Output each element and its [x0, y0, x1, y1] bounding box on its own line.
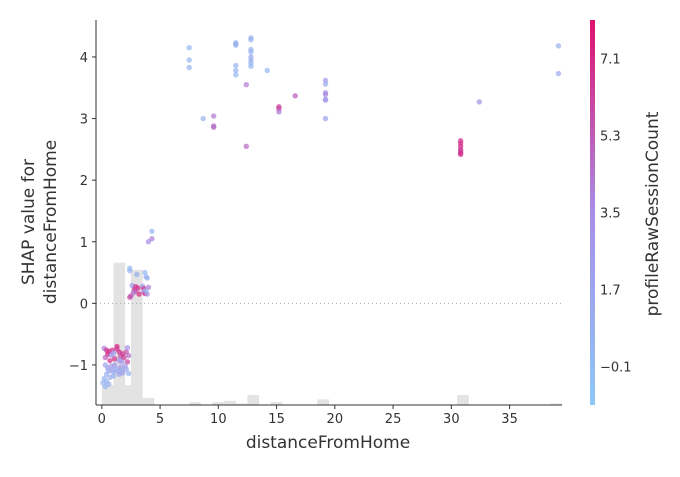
data-point: [276, 109, 282, 115]
histogram-bar: [235, 403, 248, 405]
data-point: [142, 269, 148, 276]
data-point: [186, 45, 192, 51]
data-point: [110, 350, 117, 356]
data-point: [125, 353, 132, 359]
histogram-bar: [113, 262, 126, 405]
data-point: [210, 113, 217, 119]
data-point: [322, 97, 329, 103]
data-point: [125, 370, 132, 377]
data-point: [186, 64, 192, 71]
data-point: [264, 67, 270, 74]
colorbar-tick-label: 5.3: [600, 130, 621, 145]
data-point: [136, 291, 142, 297]
data-point: [210, 123, 217, 129]
colorbar-ticks: −0.1 1.7 3.5 5.3 7.1: [600, 53, 632, 376]
colorbar-tick-label: 7.1: [600, 53, 621, 68]
x-tick-label: 25: [385, 412, 402, 427]
points-layer: [100, 35, 562, 390]
data-point: [111, 356, 118, 362]
x-tick-label: 0: [98, 412, 106, 427]
axes-layer: 0 5 10 15 20 25 30 35 −1 0 1 2 3 4: [69, 20, 562, 427]
data-point: [102, 354, 109, 361]
histogram-bar: [212, 402, 225, 405]
data-point: [322, 81, 329, 87]
y-axis-label-line-1: SHAP value for: [19, 159, 39, 285]
data-point: [555, 43, 562, 49]
y-tick-label: 0: [80, 297, 88, 312]
data-point: [200, 115, 206, 122]
data-point: [120, 370, 126, 376]
data-point: [127, 294, 133, 300]
data-point: [248, 63, 254, 69]
y-tick-label: 1: [80, 236, 88, 251]
y-tick-label: 3: [80, 113, 88, 128]
histogram-bar: [457, 395, 469, 405]
data-point: [149, 235, 155, 242]
y-axis-label-line-2: distanceFromHome: [41, 140, 61, 304]
data-point: [243, 81, 249, 88]
colorbar-label: profileRawSessionCount: [643, 111, 663, 316]
data-point: [233, 41, 239, 47]
data-point: [124, 345, 131, 351]
x-tick-label: 35: [501, 412, 518, 427]
colorbar-tick-label: 1.7: [600, 284, 621, 299]
data-point: [143, 274, 149, 280]
x-tick-label: 20: [327, 412, 344, 427]
histogram-layer: [101, 262, 562, 405]
data-point: [248, 37, 254, 43]
y-tick-label: 4: [80, 51, 88, 66]
x-tick-label: 10: [210, 412, 227, 427]
data-point: [145, 239, 152, 245]
histogram-bar: [247, 395, 260, 405]
colorbar-tick-label: −0.1: [600, 361, 632, 376]
data-point: [127, 268, 133, 274]
data-point: [233, 67, 239, 74]
y-tick-label: −1: [69, 359, 88, 374]
x-axis-label: distanceFromHome: [246, 433, 410, 453]
data-point: [149, 228, 155, 234]
data-point: [107, 357, 113, 364]
x-tick-label: 5: [156, 412, 164, 427]
data-point: [322, 77, 329, 84]
data-point: [103, 371, 110, 377]
data-point: [322, 91, 329, 98]
histogram-bar: [189, 402, 201, 405]
histogram-bar: [550, 403, 562, 405]
data-point: [118, 359, 125, 365]
data-point: [233, 72, 239, 78]
histogram-bar: [317, 399, 329, 405]
x-tick-label: 30: [443, 412, 460, 427]
x-tick-label: 15: [268, 412, 285, 427]
data-point: [248, 49, 254, 55]
data-point: [134, 271, 140, 278]
data-point: [186, 57, 192, 63]
data-point: [476, 99, 482, 105]
data-point: [121, 354, 127, 361]
histogram-bar: [130, 269, 143, 405]
data-point: [243, 143, 249, 149]
data-point: [124, 359, 131, 365]
data-point: [123, 366, 129, 372]
data-point: [143, 288, 149, 294]
histogram-bar: [270, 402, 283, 405]
data-point: [322, 115, 329, 122]
data-point: [555, 70, 562, 77]
data-point: [100, 380, 106, 386]
data-point: [457, 151, 464, 157]
histogram-bar: [125, 385, 131, 405]
histogram-bar: [224, 400, 236, 405]
colorbar: [590, 20, 595, 405]
y-tick-label: 2: [80, 174, 88, 189]
colorbar-tick-label: 3.5: [600, 207, 621, 222]
data-point: [233, 62, 239, 69]
y-axis-label: SHAP value for distanceFromHome: [19, 140, 61, 304]
data-point: [110, 373, 117, 379]
histogram-bar: [142, 397, 155, 405]
data-point: [292, 93, 298, 99]
histogram-bar: [101, 385, 114, 405]
